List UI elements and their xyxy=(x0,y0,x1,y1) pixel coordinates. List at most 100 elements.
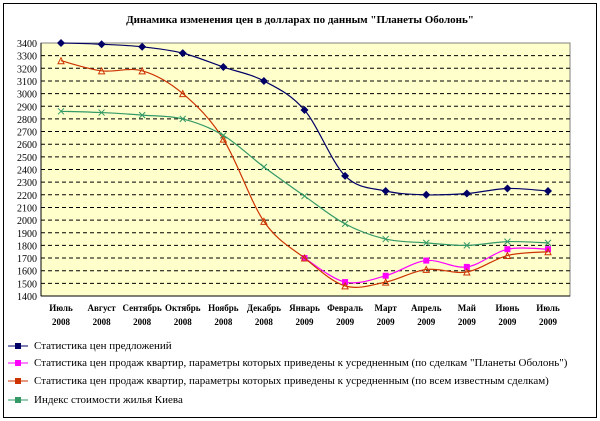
y-tick-label: 2700 xyxy=(17,128,37,139)
data-point-series-0 xyxy=(341,171,350,180)
legend-marker-icon xyxy=(8,378,28,384)
data-point-series-2 xyxy=(503,251,512,260)
x-tick-label: Февраль xyxy=(327,303,363,313)
data-point-series-3 xyxy=(57,107,65,115)
x-tick-label: Апрель xyxy=(411,303,442,313)
data-point-series-2 xyxy=(138,66,146,75)
data-point-series-2 xyxy=(219,135,228,143)
data-point-series-3 xyxy=(138,111,146,119)
x-tick-label: Декабрь xyxy=(247,303,281,313)
y-tick-label: 1900 xyxy=(17,229,37,240)
chart-frame xyxy=(3,3,597,418)
y-tick-label: 2400 xyxy=(17,166,37,177)
y-tick-label: 3000 xyxy=(17,90,37,101)
data-point-series-2 xyxy=(57,56,65,65)
x-tick-label: Июнь xyxy=(496,303,520,313)
data-point-series-1 xyxy=(504,246,511,253)
data-point-series-3 xyxy=(463,242,471,249)
y-tick-label: 2900 xyxy=(17,102,37,113)
legend-marker-icon xyxy=(8,397,28,403)
x-tick-label: 2009 xyxy=(377,317,396,327)
legend-label: Статистика цен продаж квартир, параметры… xyxy=(34,357,568,369)
y-tick-label: 2500 xyxy=(17,153,37,164)
legend-label: Статистика цен предложений xyxy=(34,340,172,352)
data-point-series-2 xyxy=(341,281,349,290)
y-tick-label: 3100 xyxy=(17,77,37,88)
y-tick-label: 1400 xyxy=(17,292,37,303)
chart-title: Динамика изменения цен в долларах по дан… xyxy=(126,14,474,26)
data-point-series-0 xyxy=(138,42,147,51)
data-point-series-3 xyxy=(341,220,349,228)
series-line-2 xyxy=(60,60,549,288)
data-point-series-2 xyxy=(381,277,390,286)
x-tick-label: 2009 xyxy=(336,317,355,327)
data-point-series-0 xyxy=(462,189,471,198)
data-point-series-0 xyxy=(178,49,187,58)
x-tick-label: Сентябрь xyxy=(123,303,162,313)
data-point-series-2 xyxy=(300,253,309,262)
data-point-series-0 xyxy=(219,63,228,72)
x-tick-label: 2008 xyxy=(52,317,71,327)
y-tick-label: 2100 xyxy=(17,203,37,214)
data-point-series-3 xyxy=(179,115,187,123)
x-tick-label: 2009 xyxy=(458,317,477,327)
x-tick-label: 2008 xyxy=(174,317,193,327)
data-point-series-2 xyxy=(544,247,552,256)
y-tick-label: 1700 xyxy=(17,254,37,265)
legend-label: Индекс стоимости жилья Киева xyxy=(34,394,183,406)
data-point-series-3 xyxy=(422,239,430,247)
y-tick-label: 2800 xyxy=(17,115,37,126)
legend-marker-icon xyxy=(8,343,28,349)
data-point-series-0 xyxy=(503,184,512,193)
x-tick-label: 2009 xyxy=(296,317,315,327)
data-point-series-3 xyxy=(98,109,105,116)
data-point-series-2 xyxy=(260,217,268,225)
data-point-series-2 xyxy=(422,265,431,273)
plot-area xyxy=(40,42,571,297)
data-point-series-1 xyxy=(423,257,430,264)
data-point-series-1 xyxy=(463,263,470,270)
y-tick-label: 3400 xyxy=(17,39,37,50)
data-point-series-3 xyxy=(301,192,308,200)
data-point-series-3 xyxy=(544,239,552,247)
x-tick-label: Июль xyxy=(49,303,73,313)
y-tick-label: 3300 xyxy=(17,52,37,63)
x-tick-label: 2008 xyxy=(133,317,152,327)
data-point-series-2 xyxy=(463,267,471,276)
y-tick-label: 2000 xyxy=(17,216,37,227)
y-tick-label: 2600 xyxy=(17,140,37,151)
data-point-series-3 xyxy=(382,235,390,243)
data-point-series-3 xyxy=(219,131,227,139)
x-tick-label: Май xyxy=(458,303,476,313)
x-tick-label: 2009 xyxy=(539,317,558,327)
x-tick-label: Август xyxy=(88,303,117,313)
data-point-series-0 xyxy=(544,187,552,196)
x-tick-label: Октябрь xyxy=(165,303,201,313)
x-tick-label: 2008 xyxy=(93,317,112,327)
legend-item: Статистика цен предложений xyxy=(8,338,172,354)
data-point-series-0 xyxy=(97,40,106,49)
data-point-series-0 xyxy=(381,187,390,196)
legend-item: Статистика цен продаж квартир, параметры… xyxy=(8,355,567,371)
legend-item: Статистика цен продаж квартир, параметры… xyxy=(8,373,549,389)
legend-marker-icon xyxy=(8,360,28,366)
y-tick-label: 1500 xyxy=(17,279,37,290)
y-tick-label: 1800 xyxy=(17,241,37,252)
legend-item: Индекс стоимости жилья Киева xyxy=(8,392,183,408)
x-tick-label: Январь xyxy=(289,303,320,313)
x-tick-label: 2008 xyxy=(214,317,233,327)
x-tick-label: Ноябрь xyxy=(208,303,239,313)
data-point-series-0 xyxy=(57,39,65,47)
y-tick-label: 1600 xyxy=(17,267,37,278)
data-point-series-1 xyxy=(382,272,389,279)
data-point-series-3 xyxy=(504,238,511,245)
x-tick-label: Июль xyxy=(536,303,560,313)
data-point-series-2 xyxy=(97,66,106,75)
x-tick-label: 2008 xyxy=(255,317,274,327)
data-point-series-3 xyxy=(260,163,268,171)
x-tick-label: Март xyxy=(375,303,398,313)
data-point-series-0 xyxy=(422,190,431,199)
x-tick-label: 2009 xyxy=(498,317,517,327)
data-point-series-2 xyxy=(178,89,187,98)
